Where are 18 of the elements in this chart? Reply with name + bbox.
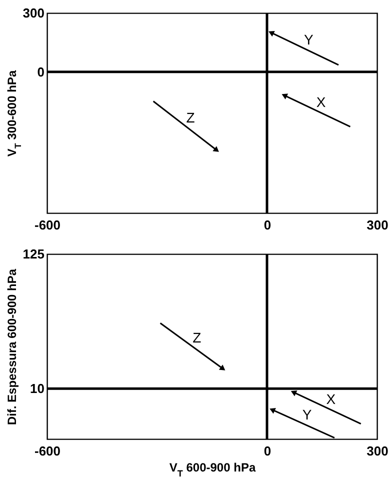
y-tick-label: 10 <box>30 381 44 396</box>
series-label: X <box>326 390 336 407</box>
series-label: Y <box>304 32 314 48</box>
y-tick-label: 0 <box>37 64 44 80</box>
y-axis-title: Dif. Espessura 600-900 hPa <box>4 268 19 426</box>
series-label: Z <box>186 110 196 126</box>
x-tick-label: 300 <box>366 218 388 232</box>
series-label: Y <box>302 406 312 423</box>
y-tick-label: 125 <box>22 246 44 262</box>
y-tick-label: 300 <box>22 6 44 20</box>
x-tick-label: 300 <box>366 444 388 458</box>
x-tick-label: -600 <box>34 218 61 232</box>
x-axis-title: V$_{T}$ 600-900 hPa <box>169 460 256 478</box>
series-label: Z <box>192 330 202 346</box>
x-tick-label: 0 <box>264 218 272 232</box>
x-tick-label: -600 <box>34 444 61 458</box>
x-tick-label: 0 <box>264 444 272 458</box>
series-label: X <box>316 94 326 110</box>
